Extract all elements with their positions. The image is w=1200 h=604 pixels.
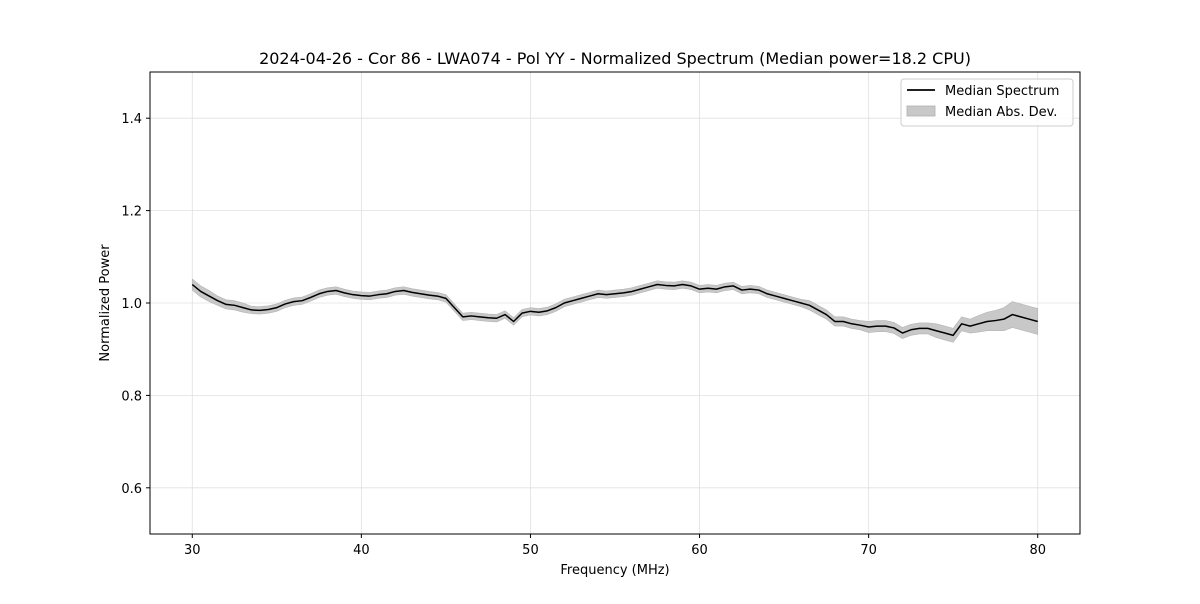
y-tick-label: 1.0 <box>121 297 142 312</box>
y-tick-label: 0.8 <box>121 389 142 404</box>
x-tick-label: 50 <box>522 543 539 558</box>
y-tick-label: 0.6 <box>121 482 142 497</box>
chart-title: 2024-04-26 - Cor 86 - LWA074 - Pol YY - … <box>259 49 971 68</box>
x-axis-label: Frequency (MHz) <box>560 563 669 578</box>
y-axis-label: Normalized Power <box>98 244 113 362</box>
legend-box <box>900 78 1074 127</box>
legend-label-median-spectrum: Median Spectrum <box>945 84 1059 99</box>
legend-label-median-abs-dev: Median Abs. Dev. <box>945 105 1057 120</box>
y-tick-label: 1.4 <box>121 112 142 127</box>
x-tick-label: 80 <box>1029 543 1046 558</box>
x-tick-label: 30 <box>184 543 201 558</box>
x-tick-label: 60 <box>691 543 708 558</box>
legend: Median Spectrum Median Abs. Dev. <box>900 78 1074 127</box>
x-tick-label: 70 <box>860 543 877 558</box>
x-tick-label: 40 <box>353 543 370 558</box>
legend-band-swatch <box>906 105 936 117</box>
median-spectrum-line <box>191 283 1038 337</box>
y-tick-label: 1.2 <box>121 205 142 220</box>
tick-layer: 30 40 50 60 70 80 0.6 0.8 1.0 1.2 1.4 <box>121 112 1046 558</box>
line-layer <box>191 283 1038 337</box>
